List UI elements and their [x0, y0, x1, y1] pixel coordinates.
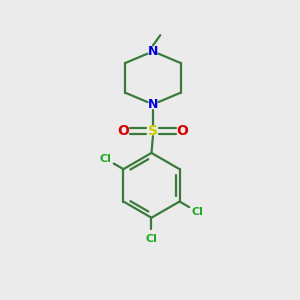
Text: Cl: Cl — [192, 207, 204, 217]
Text: Cl: Cl — [146, 234, 158, 244]
Text: S: S — [148, 124, 158, 138]
Text: N: N — [148, 98, 158, 111]
Text: N: N — [148, 45, 158, 58]
Text: Cl: Cl — [99, 154, 111, 164]
Text: O: O — [118, 124, 129, 138]
Text: O: O — [176, 124, 188, 138]
